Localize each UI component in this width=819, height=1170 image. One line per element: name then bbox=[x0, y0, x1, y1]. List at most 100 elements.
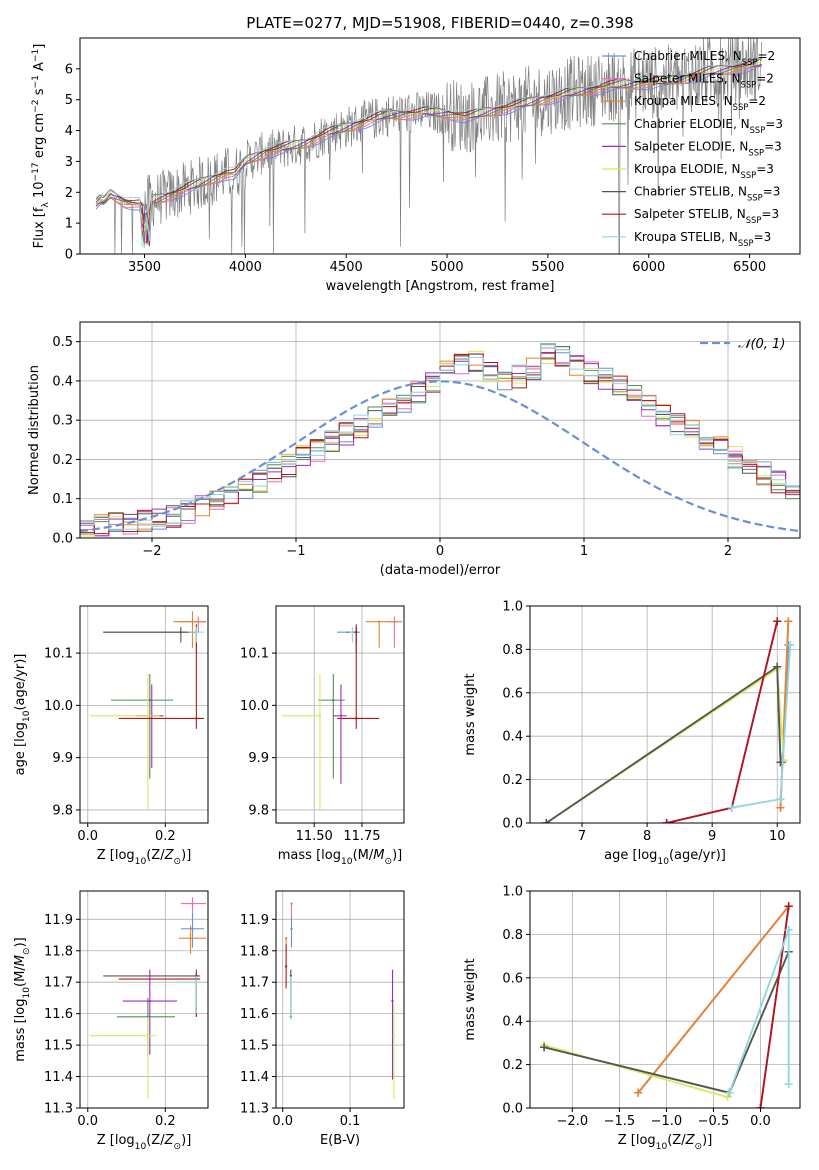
label-part: log bbox=[321, 848, 341, 863]
weight-marker bbox=[784, 617, 793, 626]
age_vs_mass-plot bbox=[281, 616, 403, 810]
y-tick-label: 9.8 bbox=[248, 803, 269, 818]
label-part: )] bbox=[181, 1133, 191, 1148]
label-part: (age/yr)] bbox=[13, 654, 28, 711]
legend-entry: Kroupa STELIB, NSSP=3 bbox=[634, 230, 771, 248]
data-point bbox=[146, 1034, 150, 1037]
data-point bbox=[355, 717, 358, 720]
y-tick-label: 11.9 bbox=[240, 913, 269, 928]
data-point bbox=[351, 630, 354, 634]
data-point bbox=[284, 936, 288, 940]
label-part: A bbox=[32, 62, 47, 75]
label-part: 10 bbox=[32, 182, 47, 203]
legend-entry: Kroupa ELODIE, NSSP=3 bbox=[634, 162, 774, 180]
label-part: )] bbox=[702, 1133, 712, 1148]
x-tick-label: 0.0 bbox=[77, 1114, 98, 1129]
label-sub: SSP bbox=[738, 238, 754, 248]
weight-marker bbox=[542, 819, 551, 823]
x-tick-label: 5500 bbox=[531, 260, 564, 275]
y-tick-label: 11.4 bbox=[44, 1070, 73, 1085]
x-tick-label: 0 bbox=[436, 544, 444, 559]
y-tick-label: 3 bbox=[65, 155, 73, 170]
y-tick-label: 11.8 bbox=[240, 944, 269, 959]
y-tick-label: 10.1 bbox=[44, 647, 73, 662]
x-axis-label: (data-model)/error bbox=[380, 563, 501, 578]
residuals-legend: 𝒩(0, 1) bbox=[700, 337, 785, 352]
label-sub: SSP bbox=[741, 80, 757, 90]
label-part: Normed distribution bbox=[27, 365, 42, 495]
y-tick-label: 0.3 bbox=[52, 414, 73, 429]
label-part: (M/ bbox=[13, 966, 28, 987]
label-sub: 10 bbox=[657, 857, 669, 867]
label-part: )] bbox=[181, 848, 191, 863]
x-tick-label: −0.5 bbox=[698, 1114, 730, 1129]
plot-frame bbox=[275, 890, 405, 1109]
weight-series-line bbox=[759, 906, 790, 1108]
label-part: Salpeter ELODIE, N bbox=[634, 139, 748, 153]
label-part: Chabrier MILES, N bbox=[634, 49, 742, 63]
weight-marker bbox=[756, 1104, 765, 1108]
plot-frame bbox=[275, 605, 405, 824]
data-point bbox=[289, 981, 293, 984]
x-tick-label: 0.0 bbox=[272, 1114, 293, 1129]
y-axis-label: mass weight bbox=[463, 673, 478, 755]
x-tick-label: −1 bbox=[286, 544, 305, 559]
label-part: wavelength [Angstrom, rest frame] bbox=[326, 279, 555, 294]
weight-marker bbox=[784, 902, 793, 911]
label-part: M bbox=[13, 955, 28, 966]
y-tick-label: 11.7 bbox=[240, 976, 269, 991]
mass_vs_Z-plot bbox=[89, 897, 207, 1099]
label-sup: −2 bbox=[31, 99, 41, 112]
label-part: Kroupa STELIB, N bbox=[634, 230, 738, 244]
weight-marker bbox=[634, 1088, 643, 1097]
y-tick-label: 10.0 bbox=[240, 699, 269, 714]
weight-series-line bbox=[637, 905, 790, 1094]
label-part: ] bbox=[32, 44, 47, 49]
x-tick-label: 0.1 bbox=[340, 1114, 361, 1129]
y-tick-label: 11.6 bbox=[44, 1007, 73, 1022]
weight-marker bbox=[776, 803, 785, 812]
label-sub: ⊙ bbox=[174, 1142, 182, 1152]
label-part: (age/yr)] bbox=[669, 848, 726, 863]
label-part: mass [ bbox=[278, 848, 321, 863]
x-tick-label: 1 bbox=[580, 544, 588, 559]
spectrum-plot bbox=[95, 38, 763, 254]
data-point bbox=[377, 620, 381, 623]
y-axis-label: mass weight bbox=[463, 958, 478, 1040]
label-part: age [ bbox=[13, 742, 28, 775]
label-part: log bbox=[13, 999, 28, 1019]
y-tick-label: 11.6 bbox=[240, 1007, 269, 1022]
label-part: log bbox=[115, 848, 135, 863]
data-point bbox=[391, 999, 394, 1003]
data-point bbox=[290, 902, 293, 905]
label-sub: 10 bbox=[341, 857, 353, 867]
label-part: Kroupa ELODIE, N bbox=[634, 162, 741, 176]
x-tick-label: 4000 bbox=[229, 260, 262, 275]
x-tick-label: 0.2 bbox=[155, 829, 176, 844]
x-axis-label: age [log10(age/yr)] bbox=[604, 848, 726, 867]
y-tick-label: 1.0 bbox=[502, 885, 523, 900]
label-part: s bbox=[32, 88, 47, 99]
label-part: =3 bbox=[764, 139, 782, 153]
label-sub: λ bbox=[41, 202, 51, 208]
axes-age_vs_mass: 11.50 11.75 9.8 9.9 10.0 10.1 mass [log10(M/M⊙… bbox=[240, 606, 404, 867]
y-tick-label: 11.3 bbox=[44, 1102, 73, 1117]
label-part: Salpeter MILES, N bbox=[634, 72, 741, 86]
label-sub: ⊙ bbox=[695, 1142, 703, 1152]
weight-marker bbox=[723, 1093, 732, 1102]
y-tick-label: 5 bbox=[65, 93, 73, 108]
y-tick-label: 10.1 bbox=[240, 647, 269, 662]
x-tick-label: 0.0 bbox=[750, 1114, 771, 1129]
x-tick-label: 8 bbox=[643, 829, 651, 844]
label-part: =3 bbox=[765, 117, 783, 131]
y-tick-label: 1.0 bbox=[502, 600, 523, 615]
weight_vs_Z-plot bbox=[540, 902, 793, 1108]
y-tick-label: 9.8 bbox=[52, 803, 73, 818]
x-tick-label: 11.50 bbox=[296, 829, 333, 844]
legend-entry: Salpeter ELODIE, NSSP=3 bbox=[634, 139, 782, 157]
x-tick-label: −2 bbox=[142, 544, 161, 559]
label-sub: 10 bbox=[22, 987, 32, 999]
y-tick-label: 0.4 bbox=[502, 1015, 523, 1030]
mass_vs_EBV-plot bbox=[284, 902, 396, 1099]
data-point bbox=[148, 999, 152, 1003]
